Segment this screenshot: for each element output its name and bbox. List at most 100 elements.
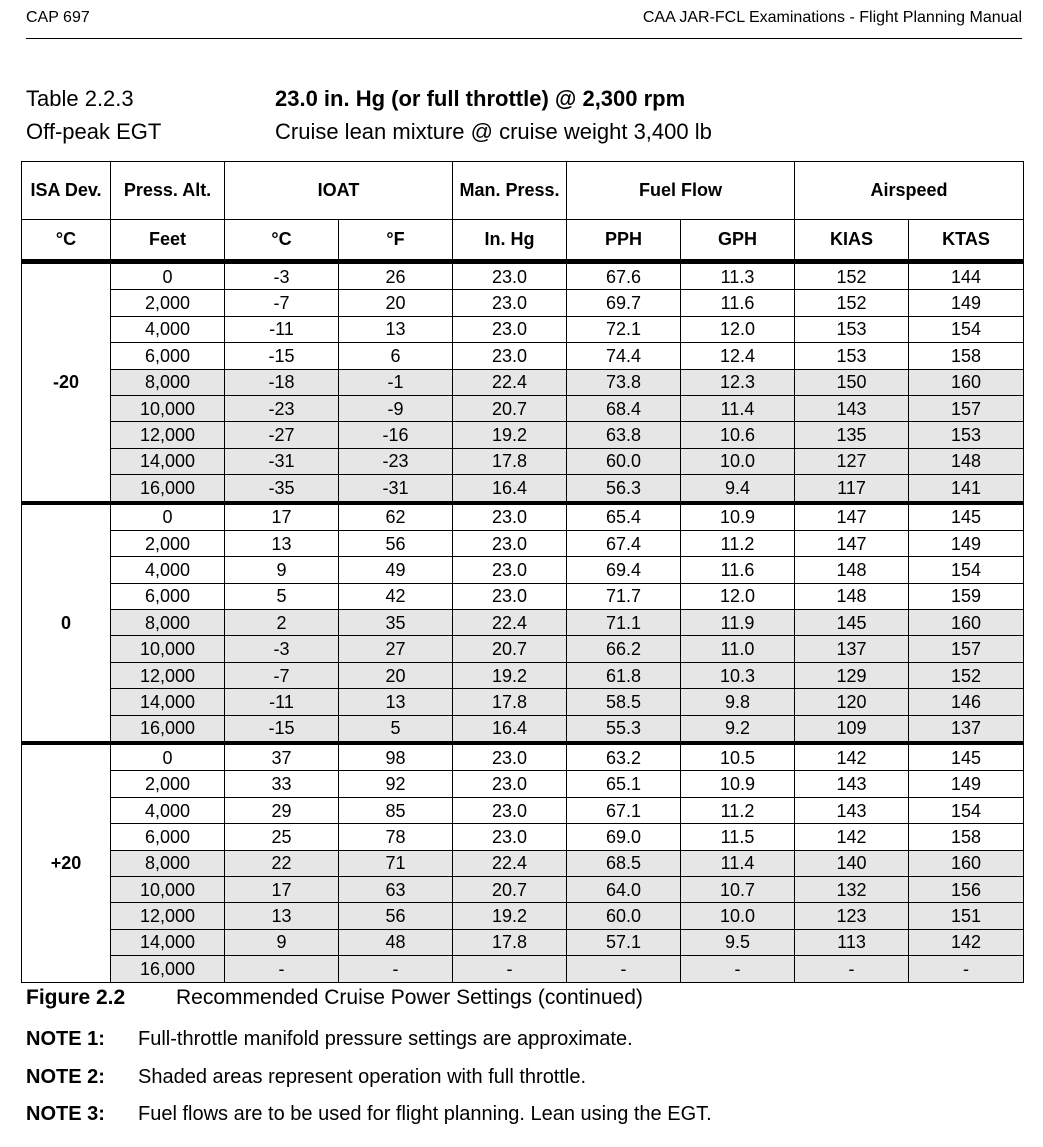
table-cell: -11 <box>224 315 339 344</box>
figure-caption-text: Recommended Cruise Power Settings (conti… <box>176 986 643 1009</box>
table-cell: 135 <box>794 421 910 449</box>
table-cell: -27 <box>224 421 339 449</box>
table-row: 16,000 -15 5 16.4 55.3 9.2 109 137 <box>22 714 1025 746</box>
table-cell: 23.0 <box>452 556 568 584</box>
table-cell: 26 <box>337 260 454 291</box>
table-cell: 154 <box>908 556 1025 584</box>
table-cell: 13 <box>337 315 454 344</box>
table-cell: 49 <box>337 556 454 584</box>
table-cell: 8,000 <box>110 609 225 637</box>
table-cell: 11.4 <box>680 849 796 877</box>
table-cell: 65.1 <box>566 770 682 798</box>
table-cell: 152 <box>908 661 1025 690</box>
note-text: Full-throttle manifold pressure settings… <box>138 1028 633 1050</box>
table-cell: 35 <box>337 609 454 637</box>
table-cell: 10.6 <box>680 421 796 449</box>
table-cell: 19.2 <box>452 902 568 930</box>
note-1: NOTE 1: Full-throttle manifold pressure s… <box>26 1028 633 1051</box>
table-cell: 12.0 <box>680 315 796 344</box>
table-cell: 10.0 <box>680 447 796 476</box>
table-cell: 13 <box>224 529 339 558</box>
figure-caption: Figure 2.2 Recommended Cruise Power Setti… <box>26 986 643 1010</box>
figure-label: Figure 2.2 <box>26 986 126 1009</box>
table-cell: 156 <box>908 875 1025 904</box>
unit-isa: °C <box>21 219 111 264</box>
table-row: 12,000 -7 20 19.2 61.8 10.3 129 152 <box>22 661 1025 690</box>
table-cell: -3 <box>224 635 339 663</box>
unit-gph: GPH <box>680 219 796 264</box>
table-cell: 5 <box>224 582 339 611</box>
table-cell: -11 <box>224 688 339 716</box>
isa-dev-cell: -20 <box>21 260 111 505</box>
table-cell: 33 <box>224 770 339 798</box>
table-cell: 85 <box>337 796 454 825</box>
table-row: 6,000 25 78 23.0 69.0 11.5 142 158 <box>22 823 1025 851</box>
table-row: 12,000 13 56 19.2 60.0 10.0 123 151 <box>22 902 1025 930</box>
table-number: Table 2.2.3 <box>26 86 134 111</box>
table-cell: 2,000 <box>110 770 225 798</box>
col-airspeed: Airspeed <box>794 161 1025 220</box>
table-cell: 23.0 <box>452 502 568 531</box>
table-cell: 23.0 <box>452 770 568 798</box>
table-cell: 4,000 <box>110 556 225 584</box>
table-cell: 11.2 <box>680 796 796 825</box>
table-cell: 14,000 <box>110 688 225 716</box>
table-row: 8,000 -18 -1 22.4 73.8 12.3 150 160 <box>22 368 1025 396</box>
table-cell: 20 <box>337 289 454 317</box>
note-label: NOTE 3: <box>26 1103 105 1125</box>
table-cell: 4,000 <box>110 796 225 825</box>
table-row: 10,000 -3 27 20.7 66.2 11.0 137 157 <box>22 635 1025 663</box>
table-cell: 23.0 <box>452 742 568 772</box>
table-cell: 11.4 <box>680 394 796 423</box>
table-cell: 4,000 <box>110 315 225 344</box>
running-header-right: CAA JAR-FCL Examinations - Flight Planni… <box>642 9 1022 26</box>
table-cell: -23 <box>224 394 339 423</box>
table-row: 2,000 -7 20 23.0 69.7 11.6 152 149 <box>22 289 1025 317</box>
table-cell: -15 <box>224 342 339 370</box>
table-cell: 13 <box>337 688 454 716</box>
table-cell: - <box>452 955 568 983</box>
table-row: 4,000 -11 13 23.0 72.1 12.0 153 154 <box>22 315 1025 344</box>
col-press-alt: Press. Alt. <box>110 161 225 220</box>
table-cell: 27 <box>337 635 454 663</box>
table-cell: 9 <box>224 928 339 957</box>
table-cell: 78 <box>337 823 454 851</box>
unit-ktas: KTAS <box>908 219 1025 264</box>
table-cell: 141 <box>908 474 1025 505</box>
table-cell: 17.8 <box>452 928 568 957</box>
table-cell: 69.7 <box>566 289 682 317</box>
table-cell: 158 <box>908 342 1025 370</box>
table-cell: 148 <box>794 582 910 611</box>
table-cell: 12.3 <box>680 368 796 396</box>
note-label: NOTE 2: <box>26 1066 105 1088</box>
col-man-press: Man. Press. <box>452 161 568 220</box>
unit-kias: KIAS <box>794 219 910 264</box>
table-cell: 113 <box>794 928 910 957</box>
table-cell: 148 <box>794 556 910 584</box>
unit-ioat-f: °F <box>337 219 454 264</box>
col-fuel-flow: Fuel Flow <box>566 161 796 220</box>
table-cell: 142 <box>908 928 1025 957</box>
note-2: NOTE 2: Shaded areas represent operation … <box>26 1066 586 1089</box>
table-cell: 23.0 <box>452 289 568 317</box>
table-cell: 68.5 <box>566 849 682 877</box>
table-cell: 68.4 <box>566 394 682 423</box>
table-cell: 48 <box>337 928 454 957</box>
table-cell: 71.7 <box>566 582 682 611</box>
table-cell: 23.0 <box>452 823 568 851</box>
table-cell: 61.8 <box>566 661 682 690</box>
table-cell: 10.7 <box>680 875 796 904</box>
table-row: 8,000 2 35 22.4 71.1 11.9 145 160 <box>22 609 1025 637</box>
table-cell: 10,000 <box>110 635 225 663</box>
table-cell: 37 <box>224 742 339 772</box>
col-ioat: IOAT <box>223 161 454 220</box>
table-cell: 12,000 <box>110 421 225 449</box>
table-cell: 127 <box>794 447 910 476</box>
table-cell: 22.4 <box>452 609 568 637</box>
table-cell: 149 <box>908 529 1025 558</box>
table-cell: 10.5 <box>680 742 796 772</box>
table-cell: 148 <box>908 447 1025 476</box>
table-cell: 153 <box>794 315 910 344</box>
table-cell: 13 <box>224 902 339 930</box>
table-cell: 66.2 <box>566 635 682 663</box>
